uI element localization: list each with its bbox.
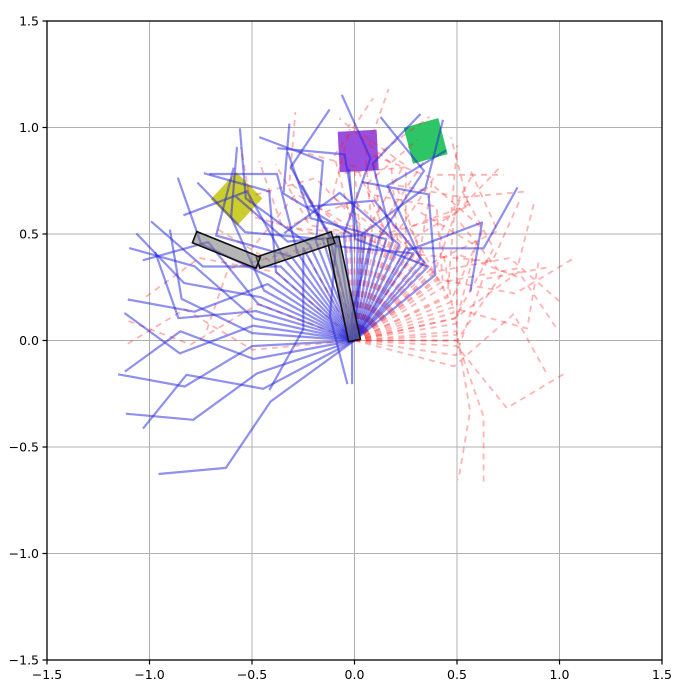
- y-tick-label: 0.0: [19, 333, 39, 348]
- blue-arm-sample: [277, 147, 360, 341]
- y-tick-label: 1.5: [19, 14, 39, 29]
- red-arm-sample: [353, 88, 390, 341]
- arm-link: [191, 230, 262, 270]
- green-square: [403, 118, 448, 164]
- red-arm-sample: [354, 171, 475, 342]
- blue-arm-sample: [142, 339, 356, 430]
- red-arm-sample: [348, 123, 406, 341]
- x-tick-label: 1.0: [550, 667, 570, 682]
- blue-arm-sample: [209, 172, 356, 342]
- x-tick-label: 0.5: [447, 667, 467, 682]
- y-tick-label: −1.0: [9, 546, 39, 561]
- blue-arm-sample: [183, 190, 356, 342]
- red-arm-sample: [289, 200, 415, 342]
- x-tick-label: −1.5: [32, 667, 62, 682]
- blue-arm-sample: [353, 221, 484, 342]
- red-arm-sample: [353, 136, 470, 341]
- red-arm-sample: [258, 160, 361, 341]
- blue-arm-sample: [258, 136, 356, 341]
- blue-arm-sample: [117, 339, 355, 388]
- y-tick-label: −0.5: [9, 440, 39, 455]
- red-arm-sample: [338, 166, 407, 341]
- red-arm-sample: [354, 164, 503, 342]
- red-arm-sample: [353, 115, 431, 341]
- blue-arm-sample: [353, 119, 445, 341]
- red-arm-sample: [333, 97, 374, 341]
- x-tick-label: −1.0: [134, 667, 164, 682]
- red-arm-sample: [251, 192, 365, 341]
- blue-arm-sample: [142, 241, 355, 342]
- red-arm-sample: [354, 202, 474, 342]
- y-tick-label: −1.5: [9, 653, 39, 668]
- blue-arm-sample: [158, 339, 356, 476]
- red-arm-sample: [353, 257, 563, 342]
- blue-arm-sample: [125, 339, 355, 421]
- red-arm-sample: [354, 183, 485, 342]
- red-arm-sample: [143, 257, 356, 342]
- red-arm-sample: [353, 173, 504, 341]
- y-tick-label: 0.5: [19, 227, 39, 242]
- blue-arm-sample: [353, 186, 519, 342]
- x-tick-label: −0.5: [237, 667, 267, 682]
- blue-arm-sample: [203, 172, 356, 342]
- blue-arm-sample: [150, 220, 356, 342]
- blue-arm-sample: [286, 151, 388, 341]
- blue-arm-sample: [128, 247, 355, 342]
- blue-arm-sample: [238, 128, 356, 341]
- blue-arm-sample: [283, 191, 401, 341]
- blue-arm-sample: [353, 181, 437, 342]
- red-arm-sample: [353, 184, 464, 342]
- red-arm-sample: [291, 148, 391, 341]
- arm-link: [255, 230, 336, 270]
- red-arm-sample: [249, 177, 372, 341]
- blue-arm-sample: [353, 149, 447, 342]
- blue-arm-sample: [168, 229, 355, 342]
- blue-arm-sample: [154, 251, 355, 342]
- blue-arm-sample: [215, 167, 356, 342]
- blue-arm-sample: [123, 312, 355, 355]
- red-arm-sample: [331, 128, 398, 341]
- red-arm-sample: [353, 153, 434, 342]
- red-arm-sample: [353, 197, 522, 342]
- x-tick-label: 0.0: [345, 667, 365, 682]
- red-arm-sample: [354, 253, 521, 342]
- y-tick-label: 1.0: [19, 120, 39, 135]
- blue-arm-sample: [306, 199, 426, 342]
- blue-arm-sample: [124, 330, 355, 373]
- red-arm-sample: [354, 193, 445, 342]
- red-arm-sample: [353, 145, 458, 341]
- x-tick-label: 1.5: [652, 667, 672, 682]
